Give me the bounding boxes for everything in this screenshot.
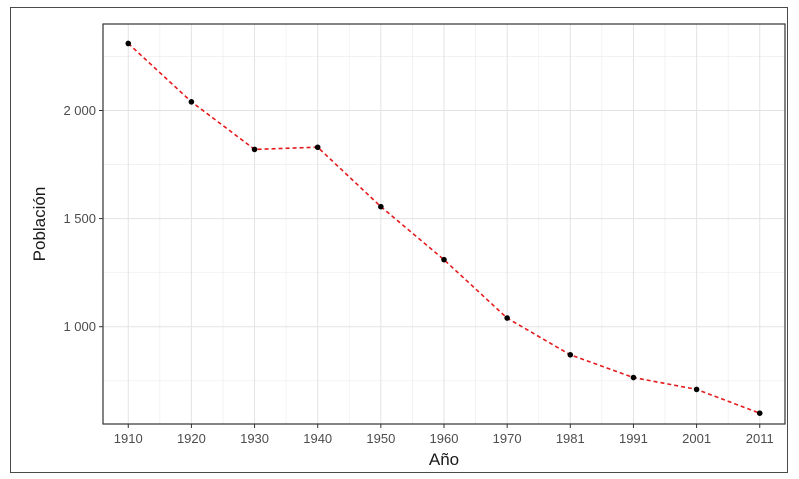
x-tick-label: 1950: [366, 431, 395, 446]
x-tick-label: 1991: [619, 431, 648, 446]
data-point: [251, 146, 258, 153]
data-point: [567, 352, 574, 358]
y-axis-ticks: 1 000 1 500 2 000: [63, 103, 103, 334]
series-line: [127, 42, 760, 414]
data-point: [693, 386, 700, 393]
data-point: [756, 410, 763, 416]
data-point: [314, 144, 321, 151]
x-tick-label: 1981: [556, 431, 585, 446]
y-tick-label: 1 000: [63, 319, 96, 334]
x-tick-label: 1920: [177, 431, 206, 446]
y-tick-label: 2 000: [63, 103, 96, 118]
data-point: [188, 99, 195, 105]
x-tick-label: 2001: [682, 431, 711, 446]
y-axis-title: Población: [30, 187, 49, 262]
x-tick-label: 1930: [240, 431, 269, 446]
figure-frame: [10, 7, 788, 473]
data-point: [125, 40, 132, 47]
x-axis-title: Año: [429, 450, 459, 469]
data-point: [378, 203, 384, 210]
x-tick-label: 1910: [114, 431, 143, 446]
data-points: [125, 40, 763, 416]
x-tick-label: 1960: [430, 431, 459, 446]
y-tick-label: 1 500: [63, 211, 96, 226]
x-tick-label: 1970: [493, 431, 522, 446]
data-point: [504, 315, 510, 321]
x-tick-label: 1940: [303, 431, 332, 446]
grid-major: [103, 24, 785, 424]
data-point: [630, 374, 637, 381]
x-axis-ticks: 1910 1920 1930 1940 1950 1960 1970 1981 1991 2001…: [114, 424, 774, 446]
data-point: [441, 256, 447, 263]
x-tick-label: 2011: [746, 431, 774, 446]
